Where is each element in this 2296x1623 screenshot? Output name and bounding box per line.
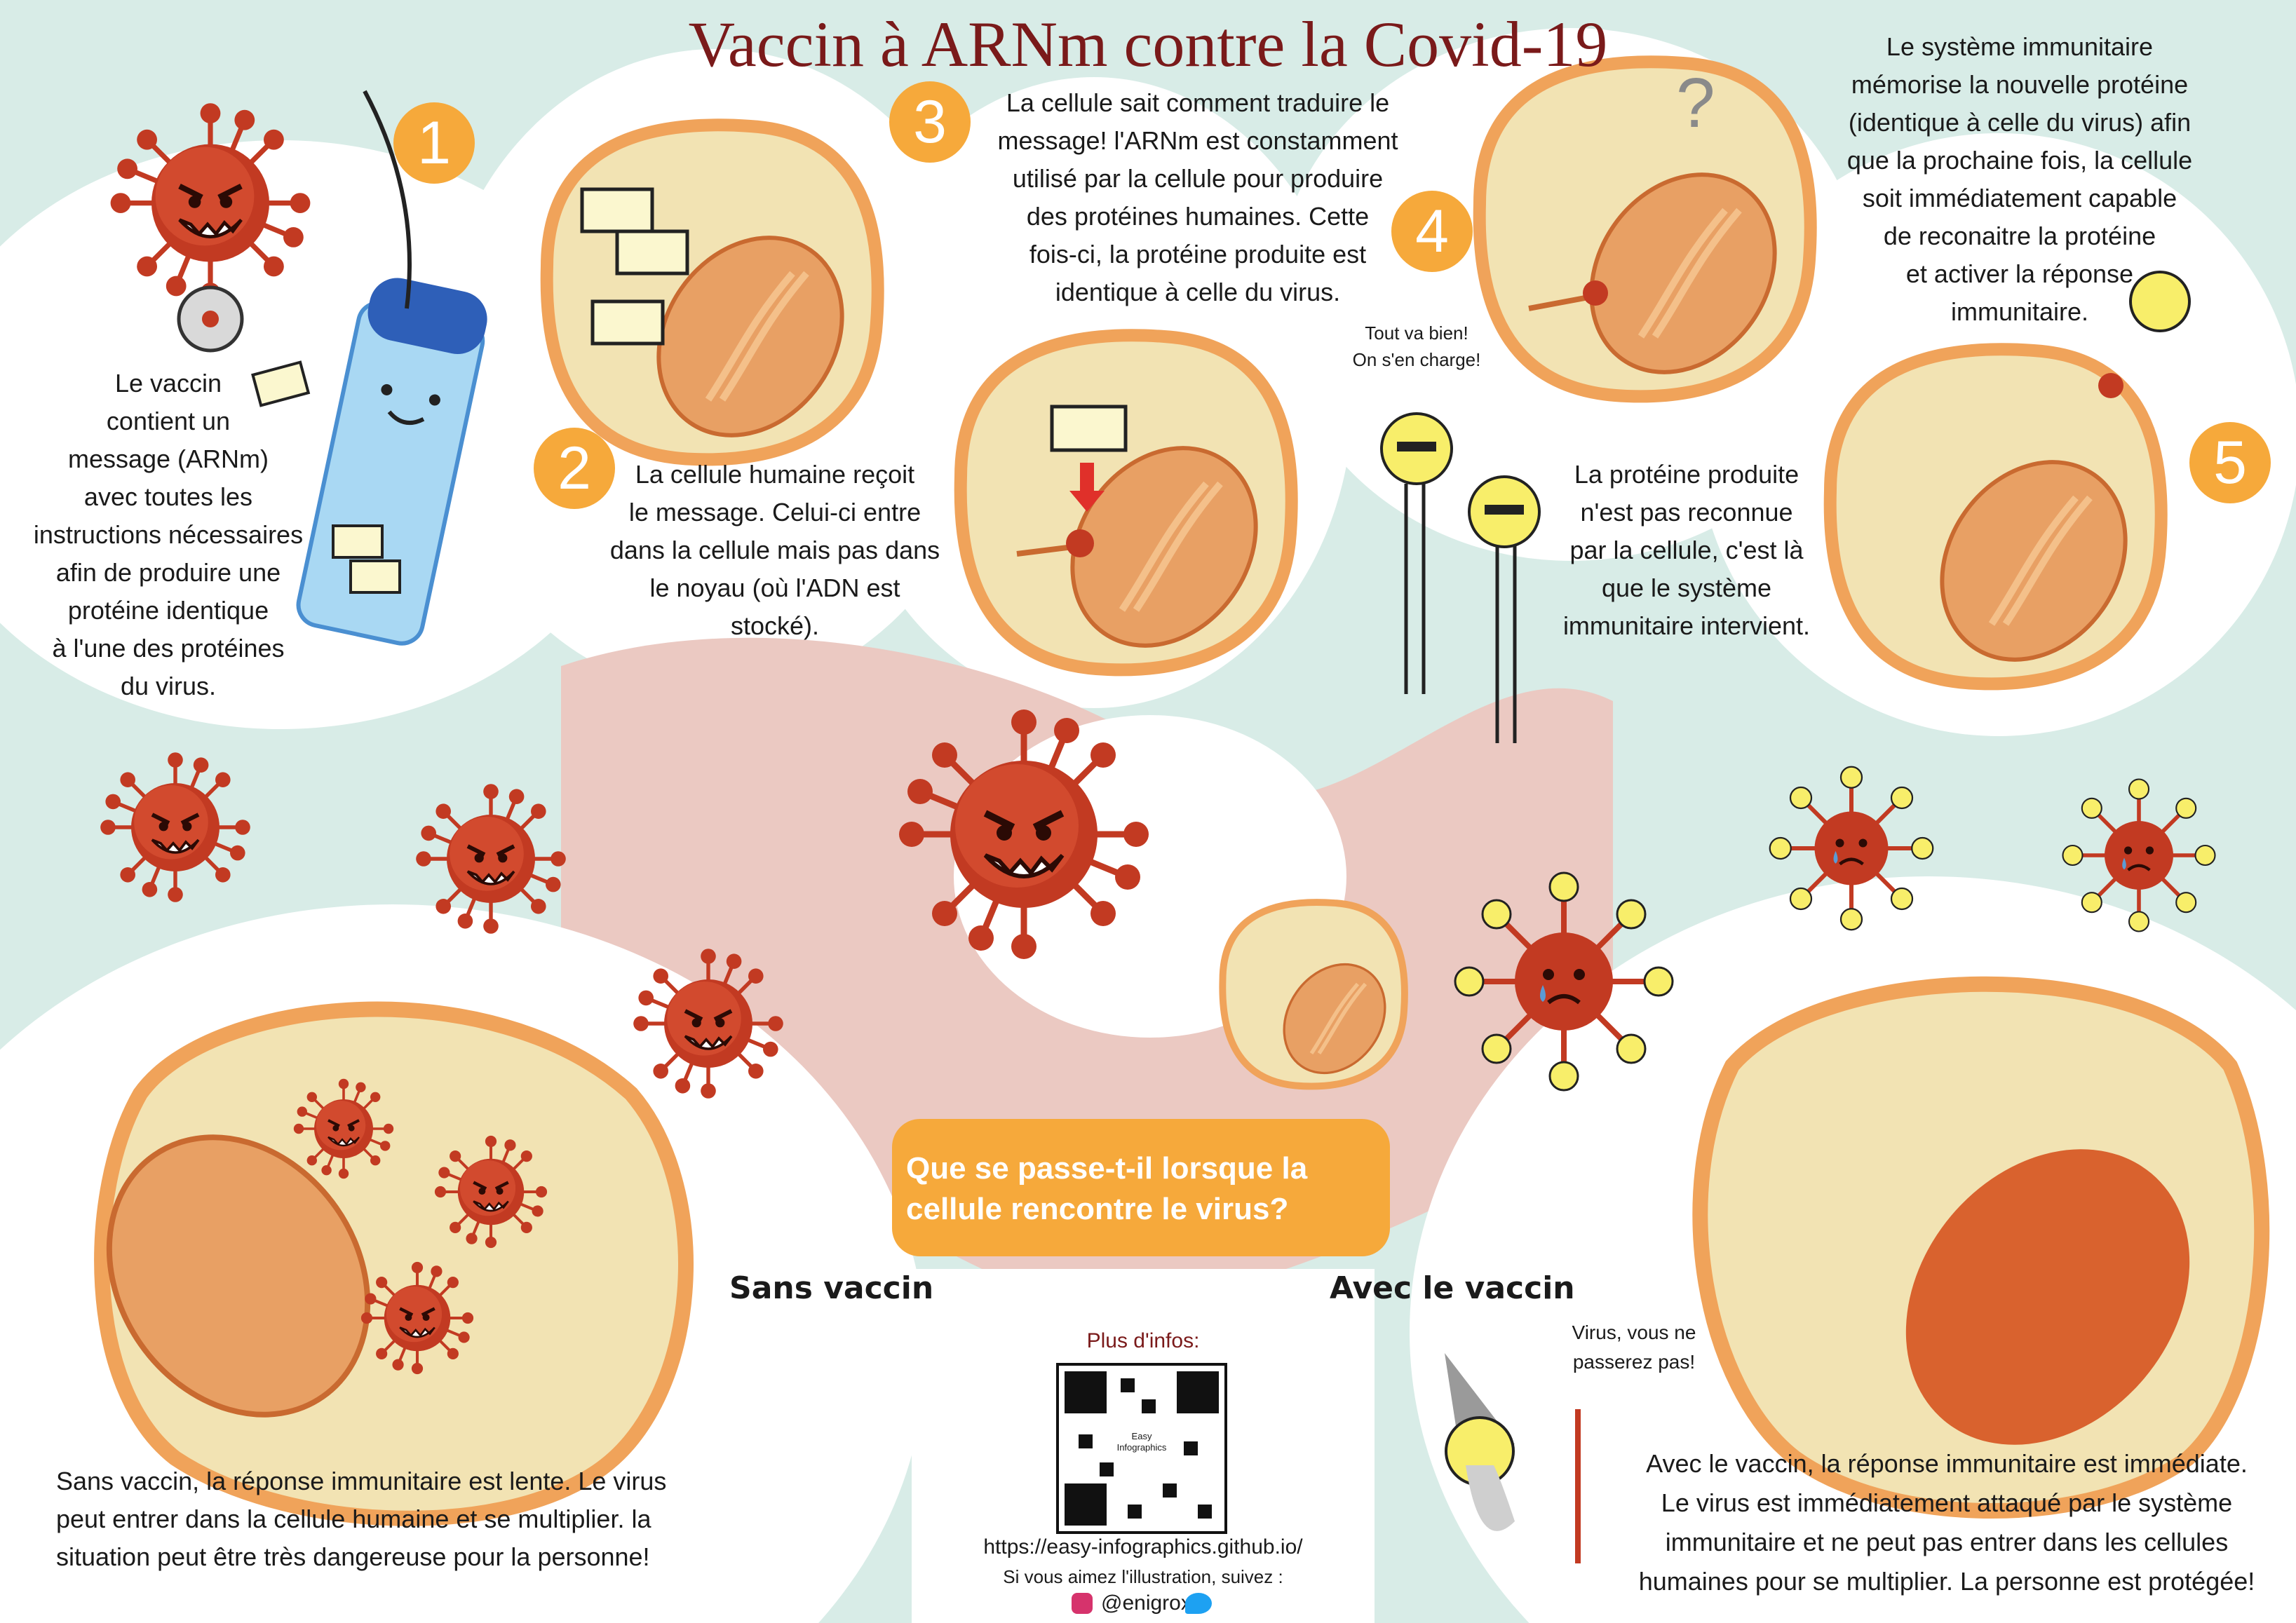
immune-speech-bubble: Tout va bien! On s'en charge!: [1352, 322, 1481, 370]
follow-text: Si vous aimez l'illustration, suivez :: [1003, 1566, 1283, 1587]
without-vaccine-heading: Sans vaccin: [729, 1270, 934, 1306]
step-3-number: 3: [889, 81, 971, 163]
step-4-number: 4: [1391, 191, 1473, 272]
qr-code[interactable]: [1058, 1364, 1226, 1533]
without-vaccine-text: Sans vaccin, la réponse immunitaire est …: [56, 1467, 667, 1571]
question-text: Que se passe-t-il lorsque la cellule ren…: [906, 1151, 1308, 1226]
step-5-text: Le système immunitaire mémorise la nouve…: [1846, 32, 2193, 326]
step-5-number: 5: [2189, 422, 2271, 503]
step-4-text: La protéine produite n'est pas reconnue …: [1562, 460, 1811, 640]
with-vaccine-heading: Avec le vaccin: [1330, 1270, 1575, 1306]
page-title: Vaccin à ARNm contre la Covid-19: [688, 8, 1608, 80]
instagram-icon[interactable]: [1072, 1593, 1093, 1614]
website-link[interactable]: https://easy-infographics.github.io/: [983, 1535, 1303, 1559]
step-1-text: Le vaccin contient un message (ARNm) ave…: [33, 369, 304, 700]
question-box: Que se passe-t-il lorsque la cellule ren…: [892, 1119, 1390, 1256]
step-2-text: La cellule humaine reçoit le message. Ce…: [609, 460, 940, 640]
wizard-speech-bubble: Virus, vous ne passerez pas!: [1572, 1322, 1696, 1373]
qr-logo-label: Easy Infographics: [1116, 1431, 1167, 1453]
question-mark: ?: [1676, 64, 1715, 142]
with-vaccine-text: Avec le vaccin, la réponse immunitaire e…: [1638, 1449, 2255, 1596]
step-2-number: 2: [534, 428, 615, 509]
twitter-icon[interactable]: [1185, 1593, 1212, 1614]
step-3-text: La cellule sait comment traduire le mess…: [997, 88, 1398, 306]
info-label: Plus d'infos:: [1086, 1329, 1200, 1352]
social-handle[interactable]: @enigrox: [1101, 1591, 1191, 1615]
step-1-number: 1: [393, 102, 475, 184]
